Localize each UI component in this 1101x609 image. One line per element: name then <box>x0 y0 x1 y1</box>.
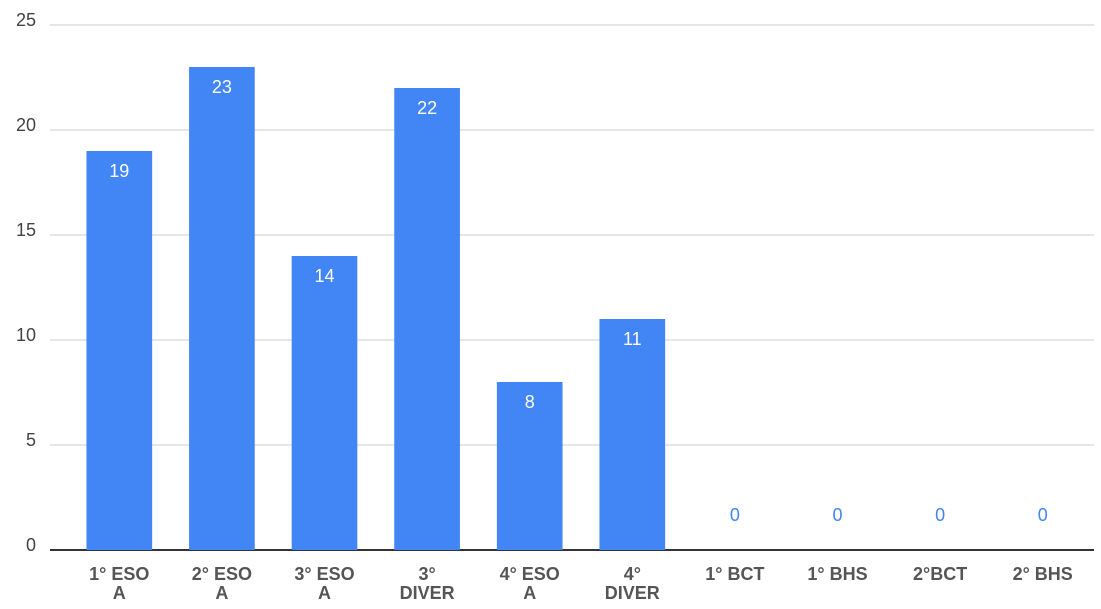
value-label: 8 <box>525 392 535 412</box>
x-tick-label: 3° ESO A <box>294 564 355 603</box>
bar <box>599 319 666 550</box>
bar <box>86 151 153 550</box>
y-tick-label: 10 <box>16 325 36 345</box>
x-tick-label: 2° ESO A <box>191 564 252 603</box>
value-label: 0 <box>832 505 842 525</box>
x-tick-label: 4° ESO A <box>499 564 560 603</box>
bar <box>394 88 460 550</box>
x-tick-label: 1° BCT <box>705 564 765 584</box>
value-label: 0 <box>1038 505 1048 525</box>
x-tick-label: 2° BHS <box>1012 564 1073 584</box>
value-label: 19 <box>109 161 129 181</box>
bar <box>291 256 358 550</box>
value-label: 11 <box>623 329 642 349</box>
y-tick-label: 25 <box>16 10 36 30</box>
bar <box>189 67 255 550</box>
y-tick-label: 15 <box>16 220 36 240</box>
value-label: 0 <box>935 505 945 525</box>
x-tick-label: 4° DIVER <box>604 564 660 603</box>
x-tick-label: 1° BHS <box>807 564 868 584</box>
y-tick-label: 0 <box>26 535 36 555</box>
x-tick-label: 2°BCT <box>912 564 968 584</box>
value-label: 23 <box>212 77 232 97</box>
y-tick-label: 5 <box>26 430 36 450</box>
value-label: 14 <box>314 266 334 286</box>
x-tick-label: 3° DIVER <box>399 564 455 603</box>
value-label: 22 <box>417 98 437 118</box>
x-tick-label: 1° ESO A <box>89 564 150 603</box>
bar <box>496 382 563 550</box>
value-label: 0 <box>730 505 740 525</box>
y-tick-label: 20 <box>16 115 36 135</box>
